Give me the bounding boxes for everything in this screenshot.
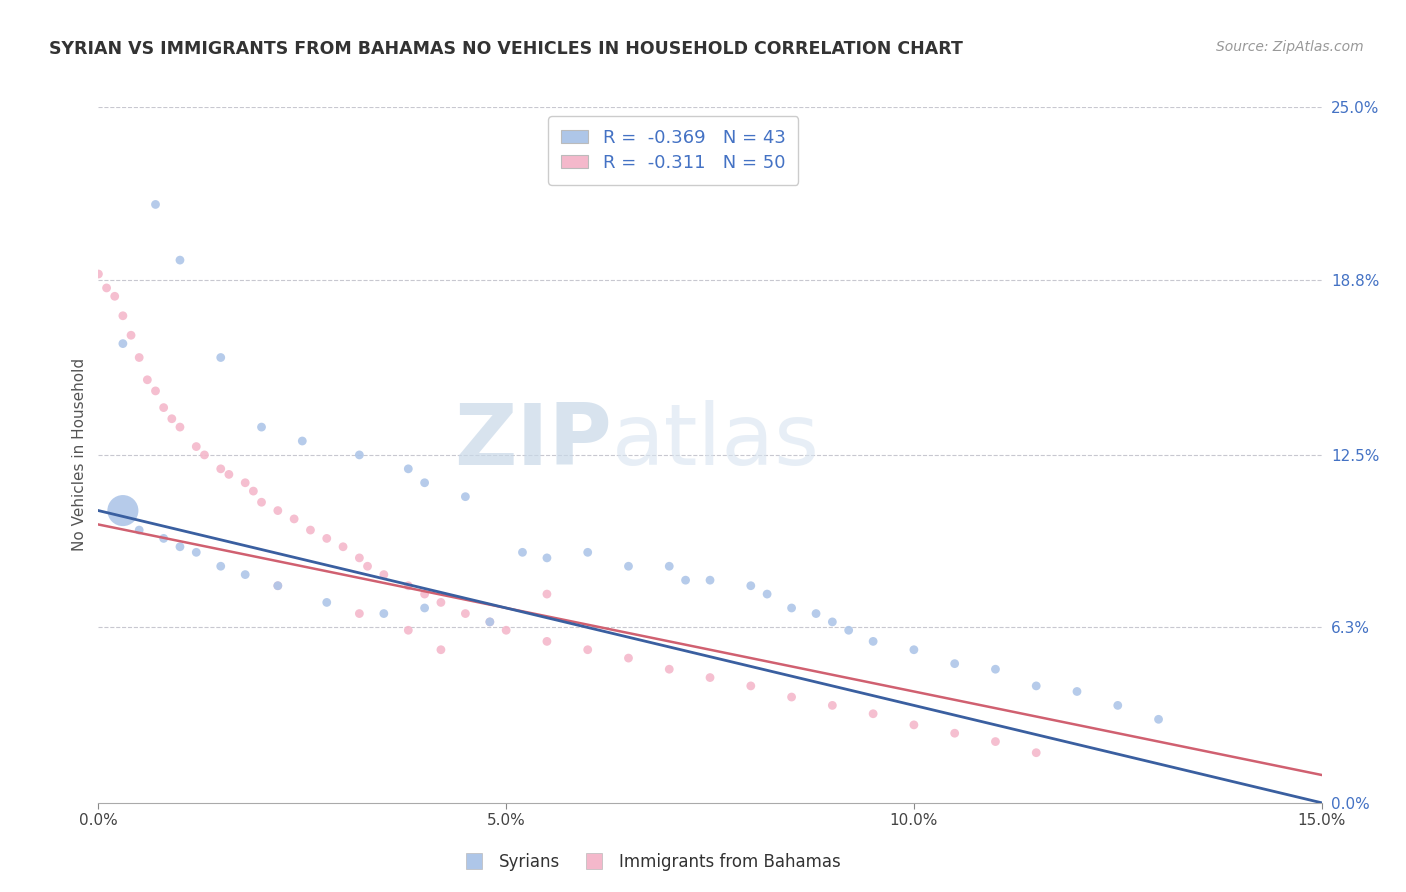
Point (250, 495, 273, 509)
Point (169, 420, 191, 434)
Point (233, 567, 256, 582)
Point (495, 624, 517, 638)
Point (478, 615, 501, 629)
Point (87, 267, 110, 281)
Point (267, 579, 290, 593)
Point (512, 545, 534, 559)
Point (943, 657, 966, 671)
Point (186, 440, 208, 454)
Point (658, 559, 681, 574)
Point (1025, 746, 1047, 760)
Point (478, 615, 501, 629)
Point (430, 595, 453, 609)
Point (315, 532, 337, 546)
Point (111, 503, 134, 517)
Point (349, 448, 371, 462)
Point (454, 607, 477, 621)
Text: ZIP: ZIP (454, 400, 612, 483)
Point (903, 642, 925, 657)
Point (349, 550, 371, 565)
Point (617, 559, 640, 574)
Point (413, 587, 436, 601)
Point (838, 624, 860, 638)
Point (152, 401, 174, 415)
Point (396, 462, 419, 476)
Point (299, 523, 322, 537)
Text: Source: ZipAtlas.com: Source: ZipAtlas.com (1216, 40, 1364, 54)
Point (209, 559, 232, 574)
Point (430, 642, 453, 657)
Point (984, 734, 1007, 748)
Point (96, 281, 118, 295)
Point (984, 662, 1007, 676)
Point (454, 490, 477, 504)
Point (821, 615, 844, 629)
Point (160, 411, 183, 425)
Point (104, 289, 127, 303)
Point (128, 523, 150, 537)
Point (396, 624, 419, 638)
Point (373, 607, 395, 621)
Point (1066, 684, 1088, 698)
Point (756, 587, 779, 601)
Point (356, 559, 378, 574)
Point (169, 540, 191, 554)
Point (136, 373, 159, 387)
Point (536, 550, 558, 565)
Point (413, 601, 436, 615)
Point (903, 718, 925, 732)
Point (283, 512, 305, 526)
Point (145, 384, 167, 398)
Y-axis label: No Vehicles in Household: No Vehicles in Household (72, 359, 87, 551)
Point (267, 579, 290, 593)
Point (675, 573, 697, 587)
Point (780, 601, 803, 615)
Point (111, 336, 134, 351)
Point (242, 484, 264, 499)
Point (396, 579, 419, 593)
Point (373, 567, 395, 582)
Point (862, 634, 884, 648)
Point (145, 197, 167, 211)
Point (267, 503, 290, 517)
Point (804, 607, 827, 621)
Point (576, 642, 599, 657)
Point (332, 540, 354, 554)
Point (1147, 712, 1170, 726)
Point (120, 328, 142, 343)
Point (111, 309, 134, 323)
Point (186, 545, 208, 559)
Point (218, 467, 240, 482)
Point (250, 420, 273, 434)
Point (536, 634, 558, 648)
Point (862, 706, 884, 721)
Point (576, 545, 599, 559)
Point (699, 671, 721, 685)
Point (1107, 698, 1129, 713)
Point (1025, 679, 1047, 693)
Text: atlas: atlas (612, 400, 820, 483)
Point (413, 475, 436, 490)
Point (536, 587, 558, 601)
Point (152, 532, 174, 546)
Point (209, 351, 232, 365)
Point (209, 462, 232, 476)
Point (233, 475, 256, 490)
Legend: Syrians, Immigrants from Bahamas: Syrians, Immigrants from Bahamas (451, 847, 846, 878)
Point (128, 351, 150, 365)
Point (169, 253, 191, 268)
Point (740, 679, 762, 693)
Point (617, 651, 640, 665)
Point (780, 690, 803, 704)
Point (349, 607, 371, 621)
Point (699, 573, 721, 587)
Point (193, 448, 215, 462)
Point (658, 662, 681, 676)
Point (291, 434, 314, 448)
Point (315, 595, 337, 609)
Point (740, 579, 762, 593)
Point (821, 698, 844, 713)
Point (943, 726, 966, 740)
Text: SYRIAN VS IMMIGRANTS FROM BAHAMAS NO VEHICLES IN HOUSEHOLD CORRELATION CHART: SYRIAN VS IMMIGRANTS FROM BAHAMAS NO VEH… (49, 40, 963, 58)
